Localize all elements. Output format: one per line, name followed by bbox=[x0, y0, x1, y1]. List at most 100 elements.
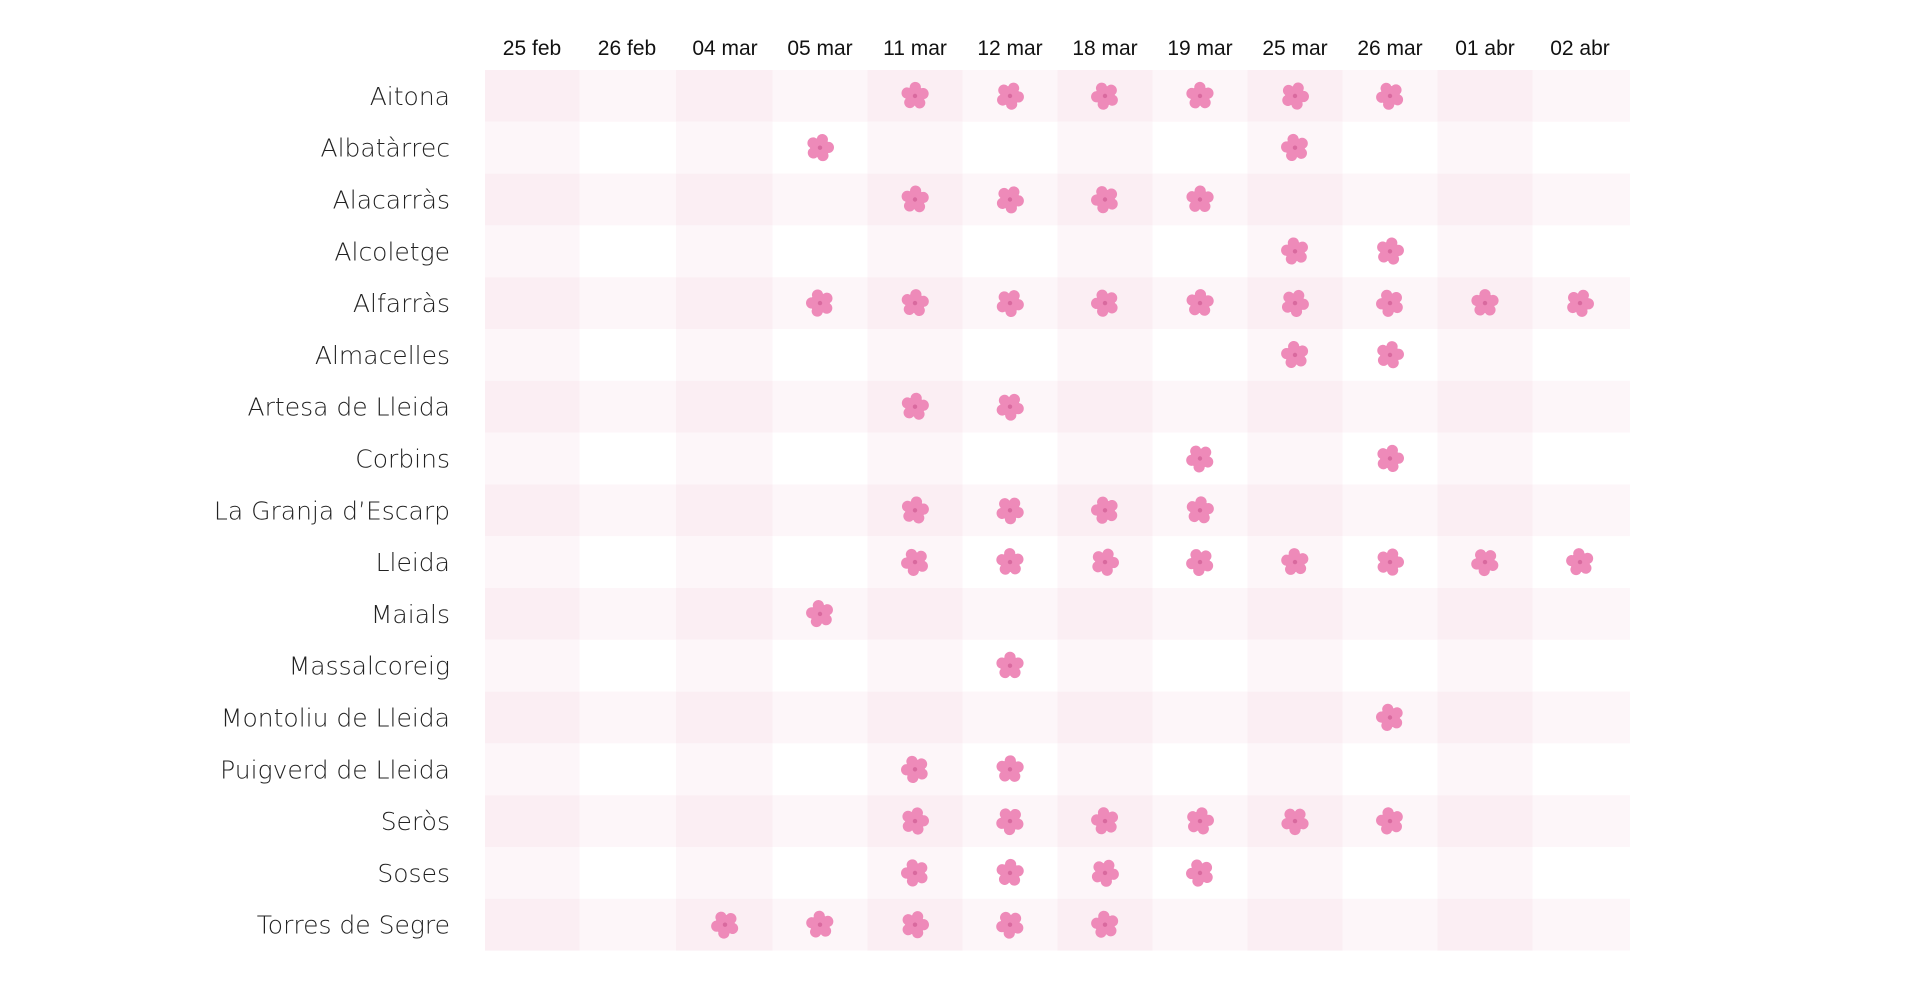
grid-cell bbox=[1342, 121, 1438, 174]
grid-cell bbox=[1437, 225, 1533, 278]
grid-cell bbox=[1057, 121, 1153, 174]
grid-cell bbox=[1342, 380, 1438, 433]
column-label: 05 mar bbox=[787, 37, 852, 60]
row-label: Aitona bbox=[370, 82, 450, 111]
blossom-icon bbox=[1091, 859, 1119, 887]
grid-cell bbox=[867, 588, 963, 640]
grid-cell bbox=[579, 225, 676, 278]
blossom-icon bbox=[1376, 289, 1403, 317]
grid-cell bbox=[772, 225, 868, 278]
grid-cell bbox=[867, 691, 963, 744]
row-label: Maials bbox=[371, 600, 450, 629]
grid-cell bbox=[1532, 795, 1630, 847]
grid-cell bbox=[676, 277, 773, 329]
grid-cell bbox=[1532, 588, 1630, 640]
blossom-icon bbox=[996, 911, 1024, 939]
grid-cell bbox=[1057, 588, 1153, 640]
row-label: Alcoletge bbox=[334, 237, 450, 266]
blossom-icon bbox=[1091, 496, 1118, 524]
grid-cell bbox=[485, 536, 580, 588]
grid-cell bbox=[1342, 847, 1438, 899]
grid-cell bbox=[485, 432, 580, 485]
row-label: Artesa de Lleida bbox=[248, 393, 450, 422]
grid-cell bbox=[1437, 847, 1533, 899]
grid-cell bbox=[485, 277, 580, 329]
grid-cell bbox=[579, 70, 676, 122]
grid-cell bbox=[579, 173, 676, 226]
column-label: 01 abr bbox=[1455, 37, 1515, 60]
blossom-icon bbox=[1471, 289, 1499, 316]
grid-cell bbox=[676, 173, 773, 226]
grid-cell bbox=[867, 121, 963, 174]
grid-cell bbox=[579, 743, 676, 796]
grid-cell bbox=[1532, 121, 1630, 174]
grid-cell bbox=[1532, 639, 1630, 692]
grid-cell bbox=[1532, 70, 1630, 122]
blossom-icon bbox=[997, 82, 1024, 110]
blossom-icon bbox=[806, 910, 834, 938]
blossom-icon bbox=[1281, 341, 1309, 368]
grid-cell bbox=[676, 121, 773, 174]
blossom-icon bbox=[1281, 237, 1308, 265]
grid-cell bbox=[1342, 484, 1438, 537]
grid-cell bbox=[676, 847, 773, 899]
grid-cell bbox=[962, 329, 1058, 381]
blossom-icon bbox=[902, 807, 929, 835]
blossom-icon bbox=[1186, 496, 1214, 524]
grid-cell bbox=[1437, 484, 1533, 537]
grid-cell bbox=[1057, 225, 1153, 278]
grid-cell bbox=[1532, 743, 1630, 796]
grid-cell bbox=[1532, 173, 1630, 226]
grid-cell bbox=[676, 432, 773, 485]
grid-cell bbox=[676, 484, 773, 537]
grid-cell bbox=[772, 70, 868, 122]
blossom-icon bbox=[1377, 548, 1404, 576]
blossom-icon bbox=[996, 186, 1024, 214]
blossom-icon bbox=[1187, 807, 1214, 835]
grid-cell bbox=[1247, 639, 1343, 692]
blossom-icon bbox=[1282, 82, 1309, 110]
blossom-icon bbox=[1377, 444, 1404, 472]
grid-cell bbox=[579, 484, 676, 537]
row-label: Corbins bbox=[355, 445, 450, 474]
blossom-icon bbox=[996, 290, 1024, 318]
background-bands bbox=[485, 70, 1630, 951]
grid-cell bbox=[1057, 691, 1153, 744]
grid-cell bbox=[1437, 173, 1533, 226]
grid-cell bbox=[1247, 588, 1343, 640]
blossom-icon bbox=[996, 497, 1024, 525]
grid-cell bbox=[1057, 380, 1153, 433]
row-labels: Aitona Albatàrrec Alacarràs Alcoletge Alfarr… bbox=[214, 82, 450, 940]
grid-cell bbox=[1532, 898, 1630, 951]
blossom-icon bbox=[996, 755, 1024, 782]
column-label: 11 mar bbox=[883, 37, 947, 60]
grid-cell bbox=[1152, 639, 1248, 692]
grid-cell bbox=[485, 847, 580, 899]
grid-cell bbox=[1532, 380, 1630, 433]
grid-cell bbox=[485, 691, 580, 744]
grid-cell bbox=[962, 121, 1058, 174]
grid-cell bbox=[485, 484, 580, 537]
grid-cell bbox=[772, 173, 868, 226]
grid-cell bbox=[485, 795, 580, 847]
blossom-icon bbox=[1186, 289, 1214, 316]
grid-cell bbox=[676, 329, 773, 381]
grid-cell bbox=[579, 847, 676, 899]
grid-cell bbox=[1342, 743, 1438, 796]
blossom-icon bbox=[711, 911, 739, 939]
grid-cell bbox=[772, 484, 868, 537]
grid-cell bbox=[1247, 847, 1343, 899]
grid-cell bbox=[579, 536, 676, 588]
grid-cell bbox=[1342, 173, 1438, 226]
grid-cell bbox=[1437, 380, 1533, 433]
grid-cell bbox=[772, 691, 868, 744]
grid-cell bbox=[1532, 484, 1630, 537]
blossom-icon bbox=[1091, 186, 1118, 214]
grid-cell bbox=[1437, 691, 1533, 744]
grid-cell bbox=[1437, 898, 1533, 951]
blossom-icon bbox=[1281, 289, 1309, 317]
grid-cell bbox=[1057, 639, 1153, 692]
grid-cell bbox=[579, 691, 676, 744]
grid-cell bbox=[772, 795, 868, 847]
